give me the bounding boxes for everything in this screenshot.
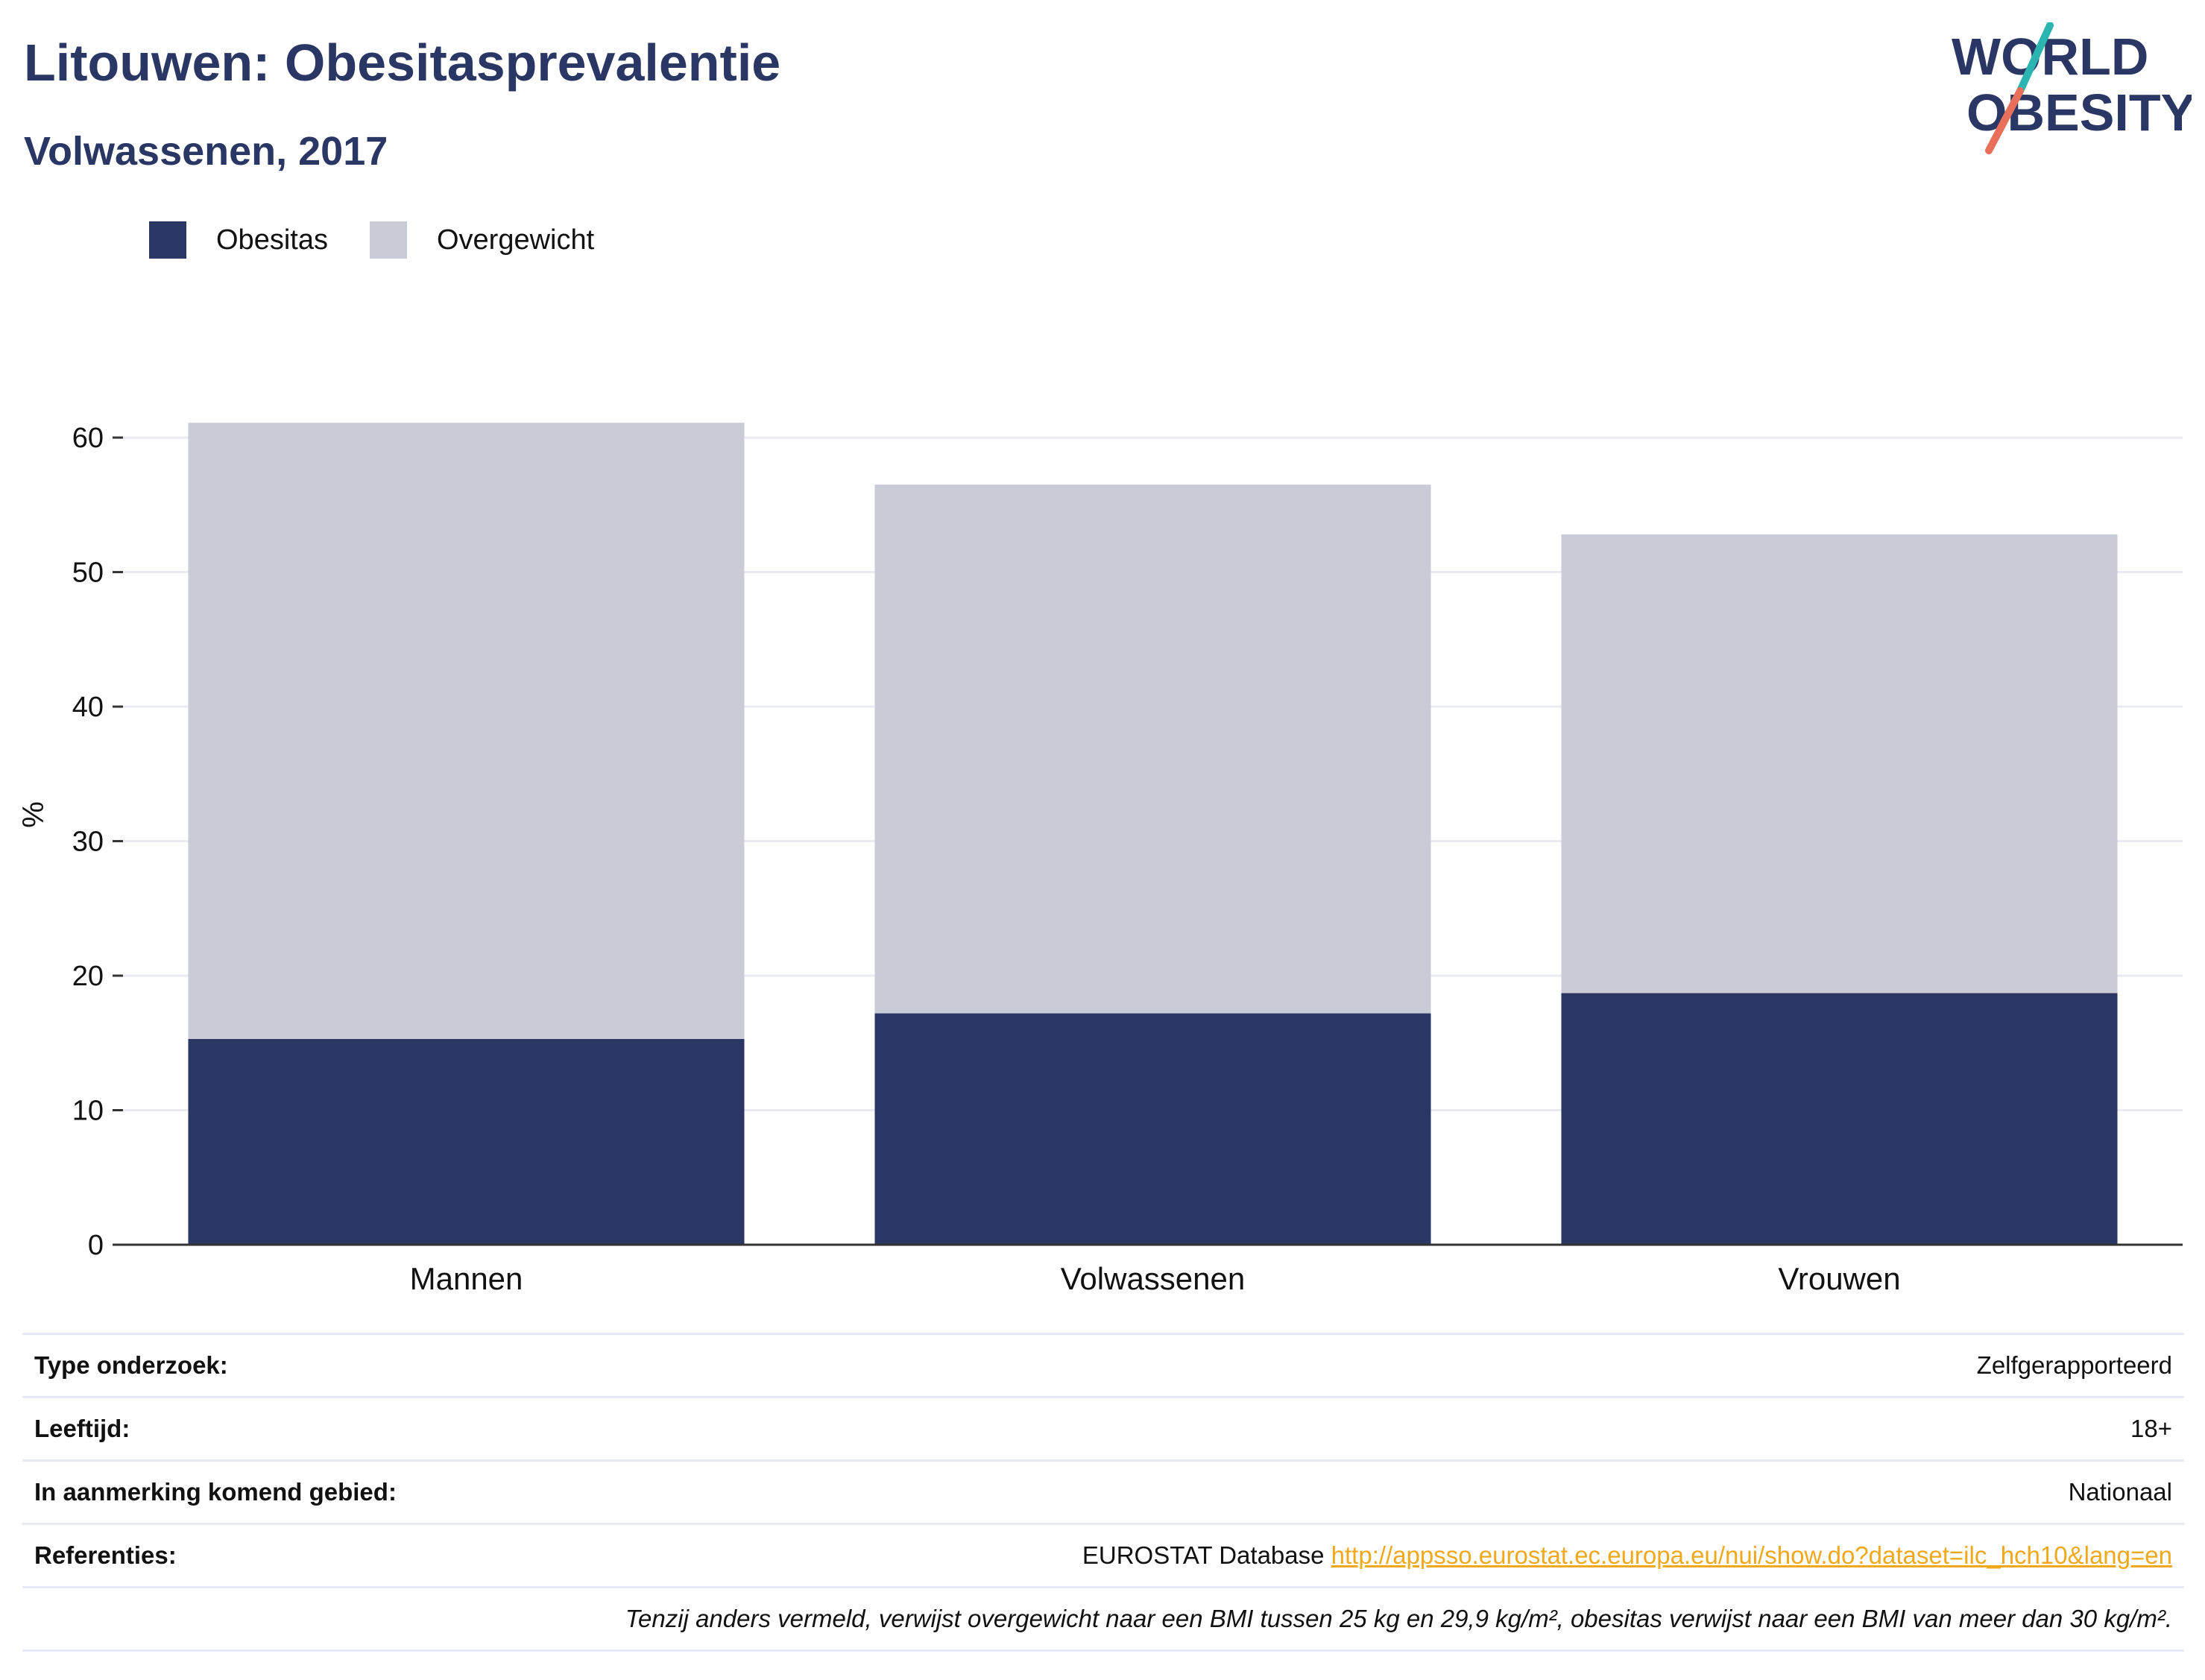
- bar-volwassenen-overgewicht[interactable]: [874, 484, 1431, 1014]
- logo-line2: OBESITY: [1966, 83, 2192, 142]
- chart-legend: Obesitas Overgewicht: [149, 221, 636, 259]
- legend-item-overgewicht[interactable]: Overgewicht: [369, 221, 595, 259]
- area-value: Nationaal: [2068, 1478, 2172, 1506]
- legend-swatch-obesitas: [149, 221, 186, 259]
- world-obesity-logo: WORLD OBESITY: [1952, 22, 2192, 154]
- info-row-area: In aanmerking komend gebied: Nationaal: [22, 1459, 2184, 1523]
- logo-stripe-teal: [2016, 22, 2054, 95]
- legend-swatch-overgewicht: [369, 221, 407, 259]
- y-tick-label-50: 50: [72, 558, 104, 589]
- info-row-age: Leeftijd: 18+: [22, 1396, 2184, 1459]
- bar-volwassenen-obesitas[interactable]: [874, 1013, 1431, 1245]
- bar-mannen-overgewicht[interactable]: [188, 423, 745, 1039]
- bar-vrouwen-overgewicht[interactable]: [1561, 534, 2118, 994]
- age-label: Leeftijd:: [34, 1415, 130, 1442]
- legend-item-obesitas[interactable]: Obesitas: [149, 221, 328, 259]
- legend-label-obesitas: Obesitas: [216, 224, 328, 256]
- info-table: Type onderzoek: Zelfgerapporteerd Leefti…: [22, 1333, 2184, 1652]
- y-tick-label-0: 0: [88, 1230, 104, 1261]
- x-category-label-vrouwen: Vrouwen: [1778, 1261, 1900, 1296]
- x-category-label-volwassenen: Volwassenen: [1061, 1261, 1246, 1296]
- y-tick-label-10: 10: [72, 1096, 104, 1127]
- stacked-bar-chart: 0 10 20 30 40 50 60 Mannen Volwassenen Vrouwen %: [17, 423, 2183, 1296]
- y-tick-label-30: 30: [72, 827, 104, 858]
- x-category-labels: Mannen Volwassenen Vrouwen: [410, 1261, 1901, 1296]
- logo-stripe-coral: [1985, 87, 2024, 154]
- y-tick-label-60: 60: [72, 423, 104, 454]
- y-tick-label-20: 20: [72, 961, 104, 992]
- definition-note-row: Tenzij anders vermeld, verwijst overgewi…: [22, 1586, 2184, 1652]
- references-value: EUROSTAT Database http://appsso.eurostat…: [1082, 1541, 2172, 1570]
- logo-line1: WORLD: [1952, 28, 2148, 86]
- bar-vrouwen-obesitas[interactable]: [1561, 993, 2118, 1245]
- legend-label-overgewicht: Overgewicht: [436, 224, 595, 256]
- references-link[interactable]: http://appsso.eurostat.ec.europa.eu/nui/…: [1331, 1541, 2172, 1569]
- info-row-survey-type: Type onderzoek: Zelfgerapporteerd: [22, 1333, 2184, 1396]
- survey-type-value: Zelfgerapporteerd: [1976, 1351, 2172, 1379]
- y-axis-title: %: [17, 801, 50, 828]
- survey-type-label: Type onderzoek:: [34, 1351, 228, 1379]
- bar-mannen-obesitas[interactable]: [188, 1038, 745, 1245]
- x-category-label-mannen: Mannen: [410, 1261, 523, 1296]
- info-row-references: Referenties: EUROSTAT Database http://ap…: [22, 1523, 2184, 1586]
- area-label: In aanmerking komend gebied:: [34, 1478, 397, 1506]
- references-source: EUROSTAT Database: [1082, 1541, 1325, 1569]
- chart-title: Litouwen: Obesitasprevalentie: [24, 34, 781, 92]
- age-value: 18+: [2130, 1415, 2172, 1442]
- chart-subtitle: Volwassenen, 2017: [24, 129, 388, 174]
- y-tick-labels: 0 10 20 30 40 50 60: [72, 423, 104, 1261]
- definition-note: Tenzij anders vermeld, verwijst overgewi…: [625, 1605, 2172, 1632]
- bars: [188, 423, 2118, 1245]
- y-tick-label-40: 40: [72, 692, 104, 723]
- references-label: Referenties:: [34, 1541, 177, 1569]
